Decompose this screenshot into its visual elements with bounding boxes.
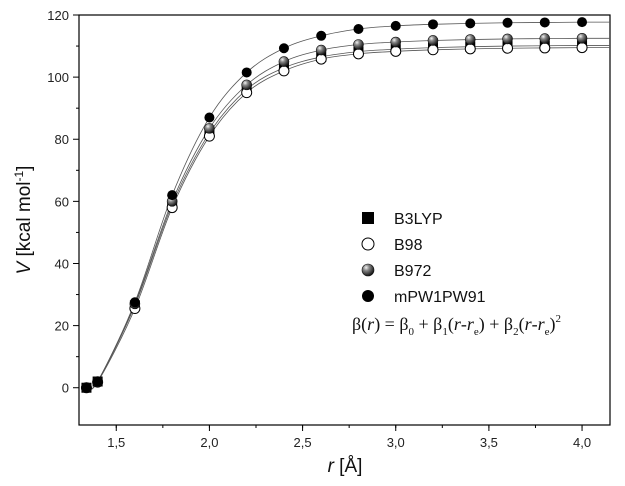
plot-area [78, 14, 611, 426]
fit-curve-mpw1pw91 [86, 21, 610, 390]
marker-b972 [315, 44, 327, 56]
y-tick-label: 0 [62, 381, 69, 396]
marker-mpw1pw91 [204, 112, 215, 123]
marker-b972 [502, 33, 513, 45]
marker-b972 [576, 32, 588, 44]
x-axis-title: r [Å] [328, 456, 363, 477]
y-tick-label: 60 [55, 194, 69, 209]
marker-mpw1pw91 [577, 17, 588, 28]
fit-curve-b3lyp [86, 45, 610, 390]
legend-marker-mpw1pw91 [362, 290, 374, 302]
fit-curve-b98 [86, 47, 610, 390]
legend-label-b3lyp: B3LYP [394, 211, 443, 228]
marker-mpw1pw91 [129, 297, 140, 308]
marker-b98 [427, 44, 439, 56]
x-tick-label: 3,0 [387, 435, 405, 450]
marker-mpw1pw91 [316, 30, 327, 41]
data-points [80, 17, 588, 394]
marker-b98 [502, 42, 514, 54]
fit-formula: β(r) = β0 + β1(r-re) + β2(r-re)2 [352, 313, 561, 338]
legend: B3LYP B98 B972 mPW1PW91 [361, 211, 486, 306]
y-tick-label: 120 [47, 8, 69, 23]
marker-mpw1pw91 [353, 23, 364, 34]
x-tick-label: 1,5 [107, 435, 125, 450]
marker-b98 [539, 42, 551, 54]
fit-curve-b972 [86, 37, 610, 390]
legend-marker-b972 [361, 263, 375, 277]
y-tick-label: 80 [55, 132, 69, 147]
y-tick-label: 40 [55, 256, 69, 271]
legend-marker-b3lyp [362, 212, 374, 224]
marker-mpw1pw91 [167, 190, 178, 201]
marker-mpw1pw91 [241, 67, 252, 78]
x-tick-label: 4,0 [573, 435, 591, 450]
marker-mpw1pw91 [539, 17, 550, 28]
marker-mpw1pw91 [278, 43, 289, 54]
x-tick-label: 3,5 [480, 435, 498, 450]
marker-b972 [390, 36, 402, 48]
legend-label-b972: B972 [394, 263, 431, 280]
marker-b98 [278, 65, 290, 77]
marker-b972 [353, 39, 364, 50]
marker-mpw1pw91 [390, 20, 401, 31]
marker-b98 [576, 42, 588, 54]
y-axis: 0 20 40 60 80 100 120 [47, 8, 79, 396]
marker-b972 [464, 34, 476, 45]
x-tick-label: 2,5 [294, 435, 312, 450]
y-tick-label: 100 [47, 70, 69, 85]
marker-b98 [390, 45, 402, 57]
marker-b98 [315, 53, 327, 65]
marker-b972 [241, 79, 252, 91]
legend-label-mpw1pw91: mPW1PW91 [394, 289, 486, 306]
y-tick-label: 20 [55, 319, 69, 334]
x-tick-label: 2,0 [200, 435, 218, 450]
marker-mpw1pw91 [428, 19, 438, 30]
legend-marker-b98 [361, 237, 375, 251]
y-axis-title: V [kcal mol-1] [12, 166, 35, 275]
marker-b972 [427, 35, 439, 46]
marker-mpw1pw91 [92, 376, 103, 387]
marker-mpw1pw91 [81, 382, 92, 393]
legend-label-b98: B98 [394, 237, 423, 254]
x-axis: 1,5 2,0 2,5 3,0 3,5 4,0 [107, 425, 591, 450]
marker-mpw1pw91 [465, 18, 476, 29]
marker-mpw1pw91 [502, 17, 513, 28]
marker-b98 [352, 48, 364, 60]
marker-b972 [539, 33, 551, 44]
fit-curves [86, 21, 610, 390]
marker-b972 [204, 123, 215, 134]
marker-b972 [278, 56, 290, 67]
marker-b98 [464, 43, 476, 55]
